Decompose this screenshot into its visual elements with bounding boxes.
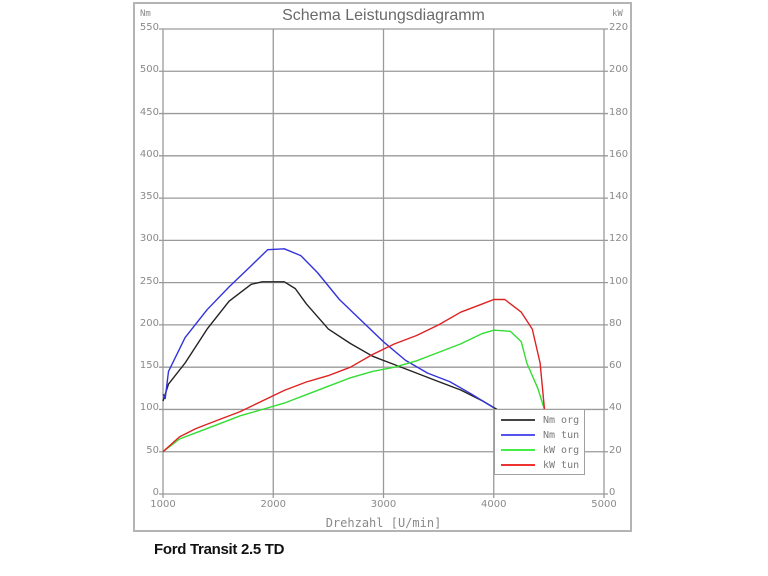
legend-line — [501, 449, 535, 451]
x-axis-tick: 2000 — [260, 499, 286, 510]
x-axis-label: Drehzahl [U/min] — [325, 516, 442, 530]
right-axis-tick: 20 — [609, 444, 622, 456]
x-axis-tick: 5000 — [591, 499, 617, 510]
curve-nm-tun — [162, 248, 495, 409]
right-axis-tick: 220 — [609, 22, 629, 33]
right-axis-tick: 80 — [609, 317, 622, 329]
left-axis-tick: 300 — [139, 233, 159, 245]
legend-item-nm-tun: Nm tun — [501, 428, 579, 442]
x-axis-tick: 4000 — [481, 499, 507, 510]
right-axis-unit: kW — [612, 9, 623, 19]
left-axis-tick: 50 — [146, 444, 159, 456]
grid-lines — [159, 28, 608, 498]
right-axis-tick: 140 — [609, 191, 629, 203]
vehicle-caption: Ford Transit 2.5 TD — [154, 541, 285, 558]
left-axis-tick: 500 — [139, 64, 159, 76]
legend-label: Nm tun — [543, 429, 580, 441]
left-axis-tick: 450 — [139, 106, 159, 118]
left-axis-tick: 100 — [139, 402, 159, 414]
left-axis-tick: 0 — [152, 487, 159, 498]
legend: Nm org Nm tun kW org kW tun — [494, 409, 585, 475]
legend-item-kw-tun: kW tun — [501, 458, 579, 472]
legend-label: kW org — [543, 444, 580, 456]
left-axis-tick: 150 — [139, 360, 159, 372]
legend-label: Nm org — [543, 414, 580, 426]
right-axis-tick: 160 — [609, 148, 629, 160]
left-axis-tick: 350 — [139, 191, 159, 203]
right-axis-tick: 200 — [609, 64, 629, 76]
x-axis-tick: 1000 — [150, 499, 176, 510]
curve-kw-tun — [162, 298, 546, 453]
right-axis-tick: 100 — [609, 275, 629, 287]
left-axis-unit: Nm — [140, 9, 151, 19]
left-axis-tick: 550 — [139, 22, 159, 33]
left-axis-tick: 400 — [139, 148, 159, 160]
right-axis-tick: 60 — [609, 360, 622, 372]
legend-label: kW tun — [543, 459, 580, 471]
curve-nm-org — [162, 281, 498, 411]
legend-line — [501, 419, 535, 421]
chart-title: Schema Leistungsdiagramm — [282, 7, 485, 24]
data-curves — [162, 248, 546, 453]
right-axis-tick: 180 — [609, 106, 629, 118]
left-axis-tick: 250 — [139, 275, 159, 287]
legend-line — [501, 464, 535, 466]
left-axis-tick: 200 — [139, 317, 159, 329]
right-axis-tick: 0 — [609, 487, 616, 498]
curve-kw-org — [162, 329, 546, 453]
x-axis-tick: 3000 — [370, 499, 397, 510]
legend-item-kw-org: kW org — [501, 443, 579, 457]
right-axis-tick: 40 — [609, 402, 622, 414]
legend-item-nm-org: Nm org — [501, 413, 579, 427]
legend-line — [501, 434, 535, 436]
right-axis-tick: 120 — [609, 233, 629, 245]
